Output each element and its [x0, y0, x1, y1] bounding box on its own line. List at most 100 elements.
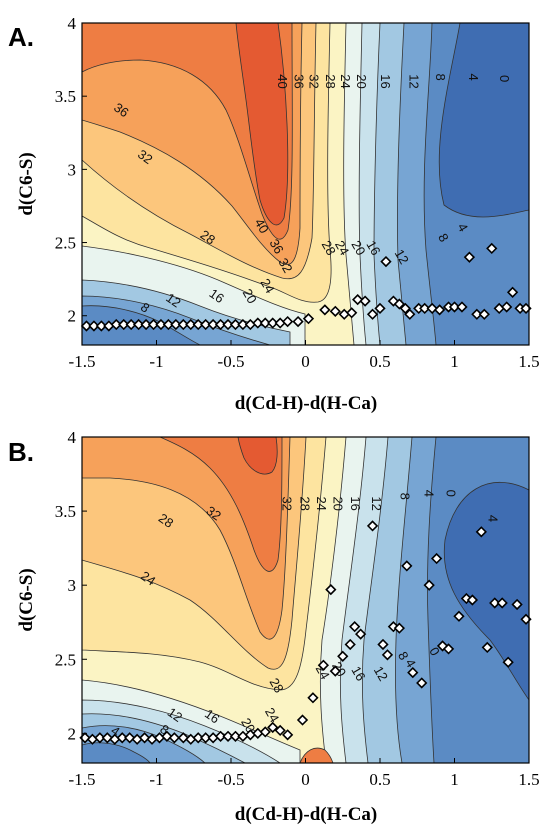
contour-level-label: 28: [156, 510, 176, 531]
data-point-marker: [393, 622, 406, 634]
data-point-marker: [229, 318, 242, 331]
data-point-marker: [489, 597, 501, 609]
data-point-marker: [252, 317, 264, 329]
y-tick-label: 2.5: [55, 650, 76, 669]
data-point-marker: [95, 320, 108, 332]
data-point-marker: [399, 302, 411, 315]
data-point-marker: [506, 286, 519, 298]
data-point-marker: [466, 594, 479, 606]
panel-a-ticks: -1.5 -1 -0.5 0 0.5 1 1.5 2 2.5 3 3.5 4: [55, 14, 540, 371]
data-point-marker: [307, 692, 319, 704]
contour-level-label: 8: [433, 74, 448, 81]
panel-a-label: A.: [8, 22, 34, 52]
contour-level-label: 16: [348, 664, 368, 684]
data-point-marker: [349, 621, 361, 633]
contour-level-label: 4: [485, 515, 500, 522]
data-point-marker: [214, 318, 227, 331]
contour-level-label: 24: [314, 496, 329, 510]
contour-level-label: 12: [406, 74, 421, 88]
y-tick-label: 4: [68, 428, 77, 447]
x-tick-label: 0: [301, 770, 310, 789]
x-tick-label: 1: [450, 770, 459, 789]
contour-level-label: 16: [378, 74, 393, 88]
data-point-marker: [511, 598, 523, 611]
contour-level-label: 28: [198, 227, 218, 248]
x-tick-label: 1: [450, 352, 459, 371]
data-point-marker: [237, 318, 249, 331]
data-point-marker: [177, 318, 189, 331]
contour-level-label: 28: [267, 675, 287, 695]
data-point-marker: [116, 732, 128, 744]
x-tick-label: -0.5: [218, 352, 245, 371]
contour-level-label: 12: [392, 247, 412, 267]
contour-level-label: 24: [338, 74, 353, 88]
data-point-marker: [496, 597, 508, 609]
contour-level-label: 20: [238, 715, 258, 735]
data-point-marker: [229, 730, 242, 742]
data-point-marker: [296, 714, 309, 726]
data-point-marker: [292, 315, 304, 328]
contour-level-label: 36: [267, 236, 287, 256]
data-point-marker: [346, 307, 358, 319]
x-tick-label: -1.5: [69, 352, 96, 371]
data-point-marker: [387, 621, 400, 633]
data-point-marker: [317, 659, 330, 671]
contour-level-label: 24: [138, 568, 158, 589]
data-point-marker: [478, 308, 490, 320]
contour-level-label: 20: [354, 74, 369, 88]
data-point-marker: [94, 732, 106, 744]
data-point-marker: [267, 721, 279, 734]
panel-b-y-axis-title: d(C6-S): [16, 568, 37, 631]
contour-level-label: 32: [280, 496, 295, 510]
data-point-marker: [302, 313, 315, 325]
contour-level-label: 12: [165, 704, 185, 725]
data-point-marker: [132, 318, 145, 331]
data-point-marker: [325, 583, 337, 596]
contour-level-label: 28: [319, 238, 339, 258]
x-tick-label: -0.5: [218, 770, 245, 789]
data-point-marker: [377, 638, 389, 651]
data-point-marker: [274, 724, 286, 737]
contour-level-label: 28: [298, 496, 313, 510]
contour-level-label: 12: [371, 664, 391, 684]
data-point-marker: [161, 730, 173, 742]
contour-level-label: 0: [444, 490, 459, 497]
x-tick-label: 1.5: [518, 352, 539, 371]
contour-level-label: 16: [363, 238, 383, 258]
data-point-marker: [475, 526, 487, 538]
panel-a-contour-fill: [82, 23, 529, 345]
panel-b-label: B.: [8, 437, 34, 467]
contour-level-label: 24: [262, 705, 282, 725]
data-point-marker: [155, 318, 167, 331]
y-tick-label: 3.5: [55, 87, 76, 106]
data-point-marker: [80, 320, 93, 332]
data-point-marker: [259, 317, 271, 329]
data-point-marker: [200, 732, 212, 744]
contour-level-label: 24: [258, 276, 278, 296]
x-tick-label: -1: [149, 352, 163, 371]
contour-level-label: 24: [332, 238, 352, 258]
y-tick-label: 3: [68, 576, 77, 595]
data-point-marker: [374, 302, 386, 315]
data-point-marker: [448, 301, 461, 313]
data-point-marker: [147, 318, 160, 331]
contour-level-label: 4: [421, 490, 436, 497]
data-point-marker: [501, 301, 513, 313]
data-point-marker: [359, 295, 371, 307]
panel-a-x-axis-title: d(Cd-H)-d(H-Ca): [235, 393, 378, 414]
contour-level-label: 20: [330, 496, 345, 510]
data-point-marker: [344, 638, 356, 651]
data-point-marker: [433, 304, 446, 316]
panel-a-markers: [80, 242, 532, 332]
contour-level-label: 28: [323, 74, 338, 88]
data-point-marker: [481, 641, 493, 654]
contour-level-label: 40: [252, 216, 272, 236]
data-point-marker: [162, 318, 175, 331]
data-point-marker: [200, 318, 212, 331]
contour-level-label: 16: [206, 286, 226, 307]
panel-b-contour-fill: [82, 437, 529, 763]
data-point-marker: [192, 732, 204, 744]
data-point-marker: [502, 656, 514, 668]
